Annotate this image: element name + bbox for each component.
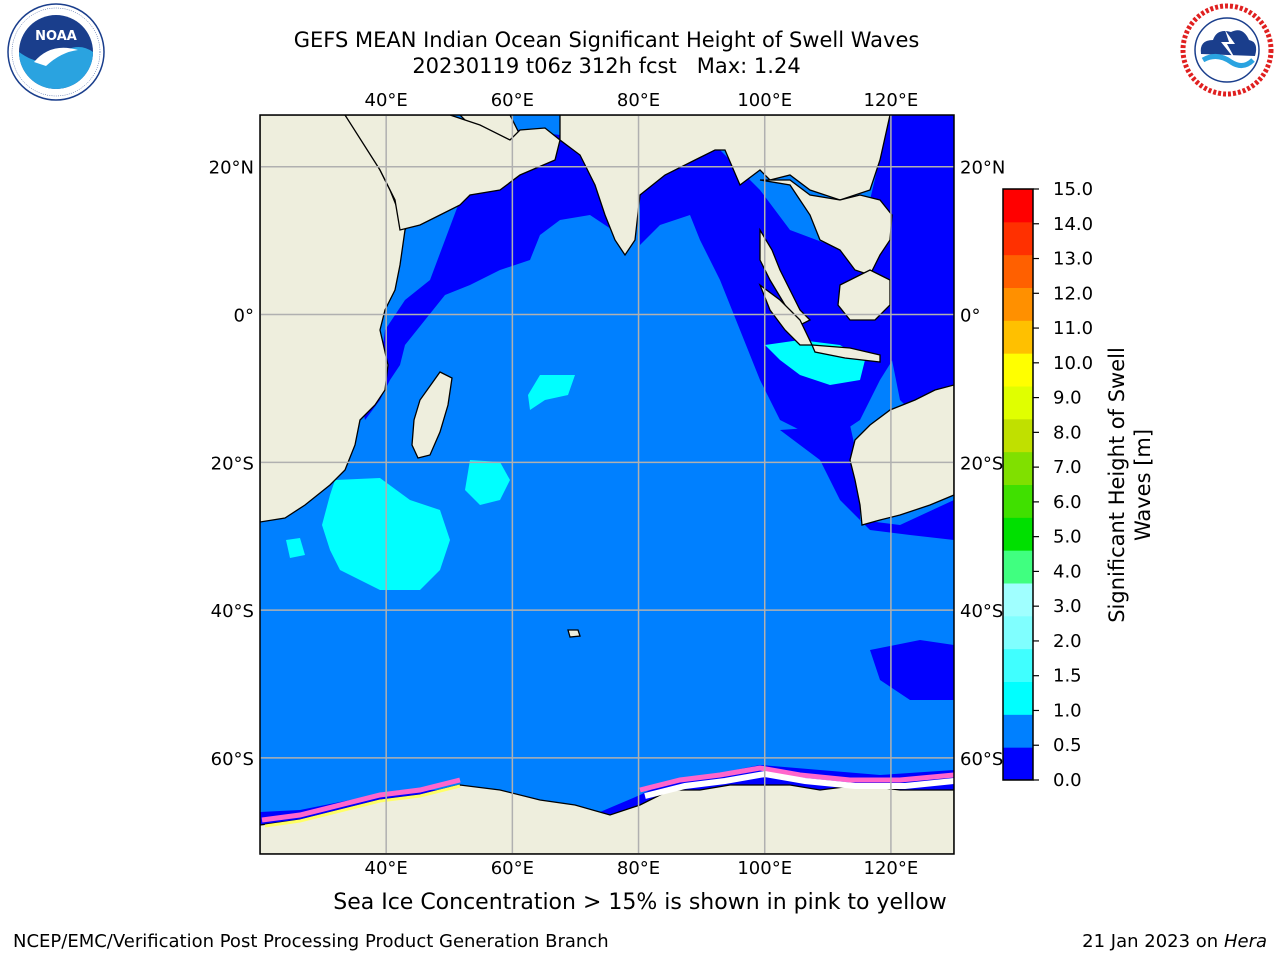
map-area	[260, 115, 954, 854]
colorbar-frame	[1002, 188, 1034, 781]
bottom-lon-label: 100°E	[737, 858, 792, 879]
colorbar-swatch	[1003, 386, 1033, 420]
footer-date: 21 Jan 2023 on Hera	[1082, 931, 1267, 952]
colorbar-swatch	[1003, 517, 1033, 551]
colorbar-swatch	[1003, 353, 1033, 387]
colorbar-swatch	[1003, 484, 1033, 518]
colorbar-tick-label: 2.0	[1053, 631, 1082, 652]
colorbar-swatch	[1003, 583, 1033, 617]
colorbar-swatch	[1003, 189, 1033, 223]
colorbar-swatch	[1003, 418, 1033, 453]
land-madagascar	[411, 371, 453, 459]
colorbar-tick-label: 10.0	[1053, 353, 1093, 374]
land-java	[810, 344, 881, 363]
axis-labels: 40°E 60°E 80°E 100°E 120°E 40°E 60°E 80°E 100°E 1…	[209, 90, 1006, 879]
colorbar-swatch	[1003, 681, 1033, 715]
land	[260, 115, 954, 854]
noaa-logo-text: NOAA	[35, 29, 77, 44]
colorbar-swatch	[1003, 451, 1033, 485]
right-lat-label: 0°	[960, 306, 980, 327]
left-lat-label: 20°N	[209, 158, 254, 179]
top-lon-label: 80°E	[617, 90, 660, 111]
colorbar-tick-label: 9.0	[1053, 388, 1082, 409]
bottom-lon-label: 40°E	[365, 858, 408, 879]
colorbar-tick-label: 1.5	[1053, 666, 1082, 687]
colorbar-tick-label: 13.0	[1053, 249, 1093, 270]
top-lon-label: 120°E	[864, 90, 919, 111]
max-value: Max: 1.24	[696, 54, 801, 78]
left-lat-label: 40°S	[211, 601, 254, 622]
colorbar-tick-label: 14.0	[1053, 214, 1093, 235]
right-lat-label: 20°N	[960, 158, 1005, 179]
colorbar-tick-label: 8.0	[1053, 422, 1082, 443]
colorbar: 0.0 0.5 1.0 1.5 2.0 3.0 4.0 5.0 6.0 7.0 8.0 9.0 10.0…	[1002, 179, 1093, 791]
land-borneo	[837, 269, 891, 321]
colorbar-swatch	[1003, 320, 1033, 354]
colorbar-label-line1: Significant Height of Swell	[1105, 347, 1129, 623]
colorbar-tick-label: 0.0	[1053, 770, 1082, 791]
colorbar-tick-label: 7.0	[1053, 457, 1082, 478]
colorbar-swatch	[1003, 550, 1033, 584]
land-arabia	[344, 115, 561, 231]
forecast-date: 20230119 t06z 312h fcst	[412, 54, 677, 78]
colorbar-tick-label: 11.0	[1053, 318, 1093, 339]
colorbar-swatch	[1003, 254, 1033, 288]
colorbar-label-line2: Waves [m]	[1131, 429, 1155, 541]
colorbar-swatch	[1003, 615, 1033, 650]
bottom-lon-label: 60°E	[491, 858, 534, 879]
colorbar-tick-label: 4.0	[1053, 561, 1082, 582]
top-lon-label: 60°E	[491, 90, 534, 111]
right-lat-label: 60°S	[960, 749, 1003, 770]
top-lon-label: 40°E	[365, 90, 408, 111]
land-australia	[849, 384, 954, 526]
bottom-lon-label: 80°E	[617, 858, 660, 879]
colorbar-tick-label: 6.0	[1053, 492, 1082, 513]
left-lat-label: 20°S	[211, 453, 254, 474]
colorbar-tick-label: 1.0	[1053, 700, 1082, 721]
right-lat-label: 20°S	[960, 453, 1003, 474]
map-title: GEFS MEAN Indian Ocean Significant Heigh…	[293, 28, 920, 52]
colorbar-swatch	[1003, 714, 1033, 748]
top-lon-label: 100°E	[737, 90, 792, 111]
footer-host: Hera	[1223, 931, 1267, 952]
left-lat-label: 0°	[234, 306, 254, 327]
right-lat-label: 40°S	[960, 601, 1003, 622]
colorbar-tick-label: 3.0	[1053, 596, 1082, 617]
sea-ice-note: Sea Ice Concentration > 15% is shown in …	[333, 890, 947, 915]
bottom-lon-label: 120°E	[864, 858, 919, 879]
land-india	[559, 115, 891, 257]
map-gridlines	[260, 115, 954, 854]
colorbar-tick-label: 0.5	[1053, 735, 1082, 756]
colorbar-tick-label: 12.0	[1053, 283, 1093, 304]
colorbar-swatch	[1003, 747, 1033, 781]
map-frame	[259, 114, 955, 855]
land-kerguelen	[567, 629, 581, 638]
colorbar-tick-label: 15.0	[1053, 179, 1093, 200]
noaa-logo: NOAA	[7, 3, 105, 101]
land-malay	[759, 227, 812, 326]
colorbar-tick-label: 5.0	[1053, 527, 1082, 548]
footer-date-text: 21 Jan 2023 on	[1082, 931, 1219, 952]
left-lat-label: 60°S	[211, 749, 254, 770]
footer-credit: NCEP/EMC/Verification Post Processing Pr…	[13, 931, 609, 952]
sea-ice-fringe	[261, 765, 954, 828]
colorbar-swatch	[1003, 648, 1033, 682]
colorbar-swatch	[1003, 221, 1033, 256]
nws-logo	[1180, 3, 1274, 97]
map-subtitle: 20230119 t06z 312h fcst Max: 1.24	[0, 53, 1213, 79]
colorbar-swatch	[1003, 287, 1033, 321]
land-indochina	[759, 179, 893, 276]
